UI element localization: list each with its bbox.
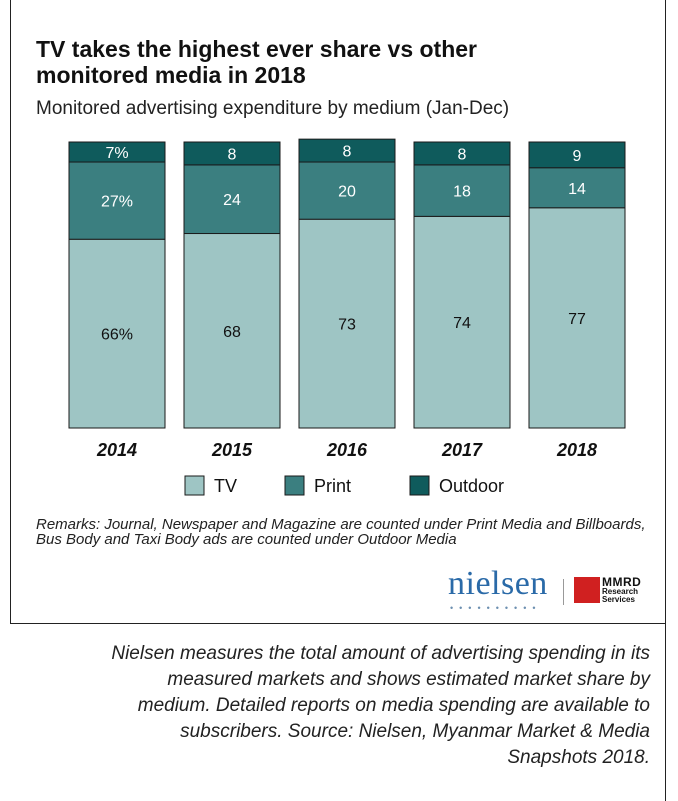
bar-outdoor-2018 bbox=[528, 141, 626, 169]
stacked-bar-chart: 66% 27% 7% 2014 68 24 8 2015 73 20 8 2016 74 18 8 2017 7… bbox=[68, 138, 626, 496]
nielsen-logo: nielsen bbox=[448, 565, 548, 602]
bar-print-2014 bbox=[68, 161, 166, 240]
bar-outdoor-2015 bbox=[183, 141, 281, 166]
mmrd-logo: MMRD Research Services bbox=[574, 575, 648, 607]
legend-swatch-outdoor bbox=[409, 475, 430, 496]
data-label-print-2018: 14 bbox=[568, 181, 586, 198]
bar-outdoor-2017 bbox=[413, 141, 511, 166]
caption-text: Nielsen measures the total amount of adv… bbox=[111, 643, 650, 768]
data-label-print-2015: 24 bbox=[223, 192, 241, 209]
bar-tv-2017 bbox=[413, 215, 511, 429]
legend-swatch-print bbox=[284, 475, 305, 496]
data-label-print-2017: 18 bbox=[453, 184, 471, 201]
remarks-note: Remarks: Journal, Newspaper and Magazine… bbox=[36, 516, 646, 548]
bar-print-2017 bbox=[413, 164, 511, 217]
bar-outdoor-2016 bbox=[298, 138, 396, 163]
data-label-outdoor-2014: 7% bbox=[105, 145, 128, 162]
bar-print-2016 bbox=[298, 161, 396, 220]
x-tick-label-2015: 2015 bbox=[211, 440, 253, 460]
chart-frame bbox=[10, 0, 666, 624]
data-label-tv-2016: 73 bbox=[338, 317, 356, 334]
nielsen-logo-dots: •••••••••• bbox=[450, 603, 542, 613]
data-label-tv-2014: 66% bbox=[101, 327, 133, 344]
data-label-print-2014: 27% bbox=[101, 194, 133, 211]
legend-label-tv: TV bbox=[214, 476, 237, 496]
data-label-outdoor-2016: 8 bbox=[343, 144, 352, 161]
x-tick-label-2017: 2017 bbox=[441, 440, 483, 460]
logo-area: nielsen •••••••••• MMRD Research Service… bbox=[440, 565, 660, 615]
caption-frame bbox=[10, 624, 666, 801]
legend-swatch-tv bbox=[184, 475, 205, 496]
bar-tv-2018 bbox=[528, 207, 626, 429]
chart-title-line-2: monitored media in 2018 bbox=[36, 62, 306, 88]
chart-title: TV takes the highest ever share vs other… bbox=[36, 36, 636, 88]
data-label-tv-2018: 77 bbox=[568, 311, 586, 328]
data-label-outdoor-2015: 8 bbox=[228, 146, 237, 163]
data-label-print-2016: 20 bbox=[338, 184, 356, 201]
bar-print-2015 bbox=[183, 164, 281, 235]
bar-outdoor-2014 bbox=[68, 141, 166, 163]
data-label-outdoor-2017: 8 bbox=[458, 146, 467, 163]
x-tick-label-2018: 2018 bbox=[556, 440, 597, 460]
mmrd-logo-icon bbox=[574, 577, 600, 603]
legend-label-outdoor: Outdoor bbox=[439, 476, 504, 496]
bar-tv-2016 bbox=[298, 218, 396, 429]
logo-divider bbox=[563, 579, 564, 605]
chart-title-line-1: TV takes the highest ever share vs other bbox=[36, 36, 478, 62]
data-label-outdoor-2018: 9 bbox=[573, 148, 582, 165]
x-tick-label-2014: 2014 bbox=[96, 440, 137, 460]
legend-label-print: Print bbox=[314, 476, 351, 496]
data-label-tv-2017: 74 bbox=[453, 315, 471, 332]
mmrd-logo-text: MMRD bbox=[602, 575, 642, 589]
bar-tv-2015 bbox=[183, 233, 281, 429]
x-tick-label-2016: 2016 bbox=[326, 440, 368, 460]
mmrd-logo-subtext: Research Services bbox=[602, 588, 638, 604]
data-label-tv-2015: 68 bbox=[223, 324, 241, 341]
mmrd-logo-sub-line-2: Services bbox=[602, 595, 635, 604]
chart-subtitle: Monitored advertising expenditure by med… bbox=[36, 98, 510, 119]
mmrd-logo-sub-line-1: Research bbox=[602, 587, 639, 596]
